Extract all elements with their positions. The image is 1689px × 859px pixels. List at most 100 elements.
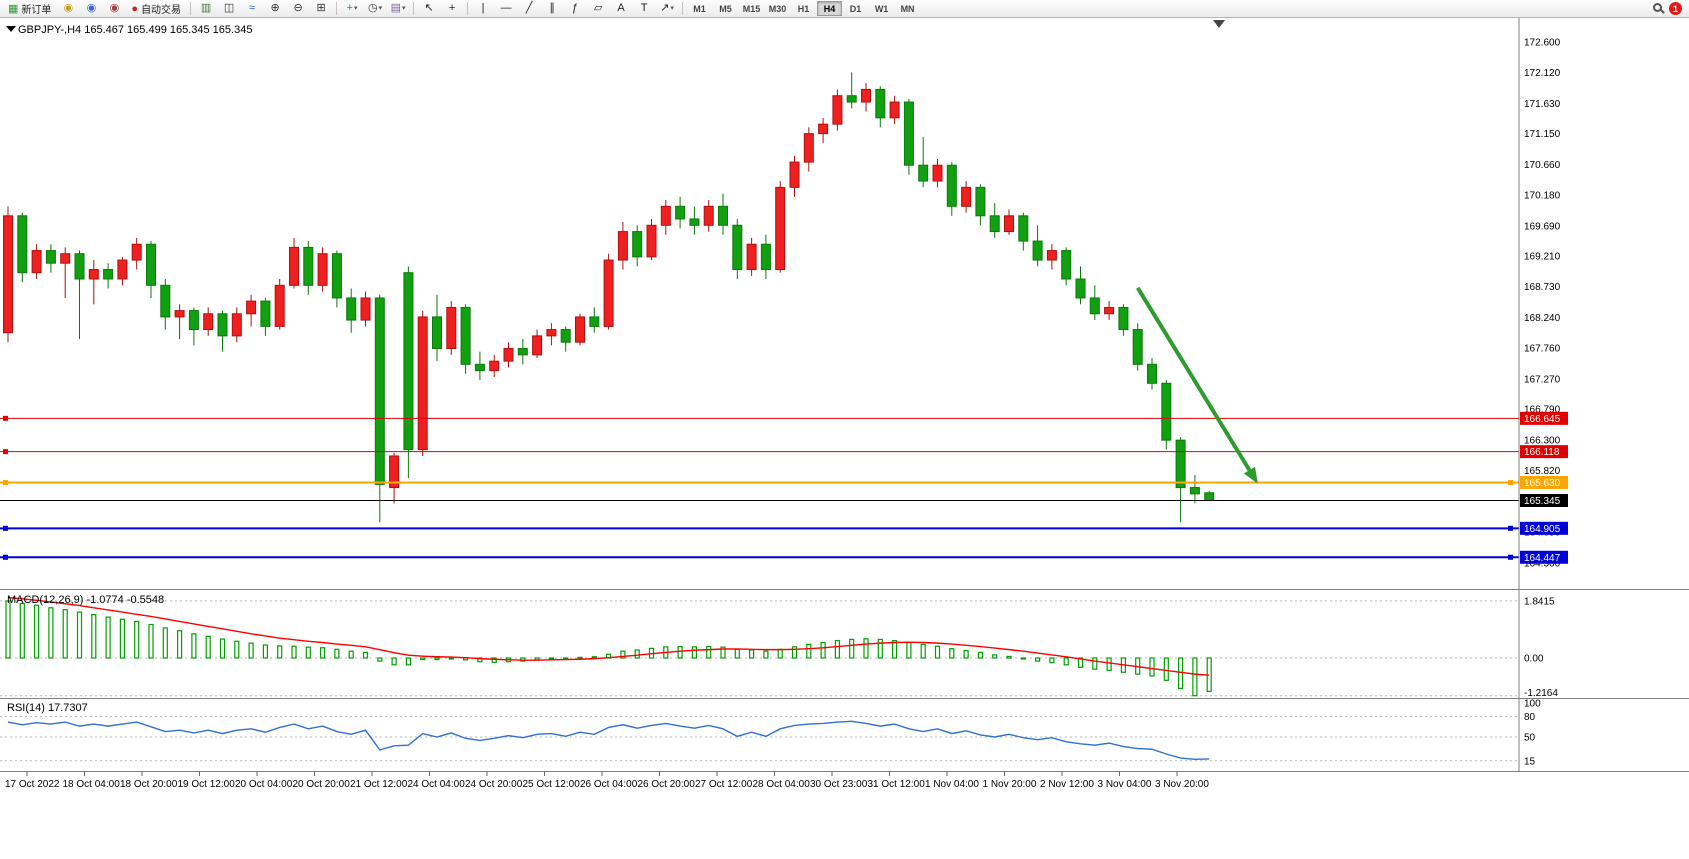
timeframe-m30[interactable]: M30 (768, 4, 787, 14)
macd-bar (191, 633, 197, 659)
timeframes-icon[interactable]: ◷ ▾ (364, 1, 386, 16)
zoom-out-icon[interactable]: ⊖ (287, 1, 309, 16)
hline-handle[interactable] (3, 525, 8, 531)
templates-icon[interactable]: ▤ ▾ (387, 1, 409, 16)
time-axis-label: 18 Oct 20:00 (120, 779, 178, 790)
candle (260, 300, 271, 327)
macd-bar (405, 657, 411, 666)
macd-bar (791, 646, 798, 659)
autotrading-icon: ● (131, 2, 139, 15)
timeframe-d1[interactable]: D1 (849, 4, 862, 14)
channel-icon[interactable]: ∥ (541, 1, 563, 16)
macd-bar (977, 651, 984, 659)
shapes-icon: ▱ (593, 2, 603, 14)
time-axis-label: 21 Oct 12:00 (350, 779, 408, 790)
tile-windows-icon: ⊞ (316, 2, 326, 14)
candle (1147, 363, 1157, 384)
notification-badge[interactable]: 1 (1669, 2, 1682, 15)
vertical-line-icon[interactable]: | (472, 1, 494, 16)
candle (274, 284, 285, 327)
candle (689, 218, 700, 226)
hline-handle[interactable] (3, 449, 8, 455)
indicators-icon[interactable]: + ▾ (341, 1, 363, 16)
price-badge-166.645 (1520, 411, 1568, 425)
fibonacci-icon[interactable]: ƒ (564, 1, 586, 16)
hline-handle[interactable] (3, 554, 8, 560)
hline-handle[interactable] (1508, 480, 1513, 486)
macd-bar (834, 640, 841, 659)
macd-bar (1149, 657, 1155, 677)
candle (989, 215, 1000, 233)
timeframe-m1[interactable]: M1 (693, 4, 706, 14)
time-axis-label: 17 Oct 2022 (5, 779, 60, 790)
new-order-button[interactable]: ▦ 新订单 (3, 1, 56, 16)
candle (289, 246, 299, 286)
hline-handle[interactable] (3, 415, 8, 421)
price-axis-label: 166.300 (1524, 436, 1561, 447)
macd-bar (391, 657, 397, 666)
signals-icon[interactable]: ◉ (103, 1, 125, 16)
candlestick-chart-icon[interactable]: ◫ (218, 1, 240, 16)
candle (961, 186, 972, 207)
main-toolbar: ▦ 新订单 ◉ ◉ ◉ ● 自动交易 ▥ ◫ ≈ ⊕ ⊖ ⊞ + ▾ ◷ ▾ ▤ ▾ ↖ + | — ╱ ∥ ƒ ▱ A T ↗ ▾ M1 M5… (0, 0, 1689, 18)
timeframe-h4[interactable]: H4 (817, 1, 843, 16)
candle (374, 297, 385, 485)
macd-bar (1092, 657, 1098, 670)
horizontal-line-icon[interactable]: — (495, 1, 517, 16)
timeframe-m5[interactable]: M5 (719, 4, 732, 14)
shapes-icon[interactable]: ▱ (587, 1, 609, 16)
tile-windows-icon[interactable]: ⊞ (310, 1, 332, 16)
search-icon[interactable] (1653, 3, 1662, 12)
timeframe-w1[interactable]: W1 (874, 4, 889, 14)
timeframe-m15[interactable]: M15 (742, 4, 761, 14)
trend-arrow[interactable] (1135, 286, 1252, 472)
macd-bar (863, 638, 869, 659)
macd-bar (334, 648, 340, 659)
crosshair-icon[interactable]: + (441, 1, 463, 16)
timeframe-h1[interactable]: H1 (797, 4, 810, 14)
candle (432, 316, 442, 350)
macd-bar (62, 609, 68, 659)
macd-bar (906, 641, 912, 659)
chart-shift-marker[interactable] (1213, 20, 1225, 28)
trend-arrow-head[interactable] (1243, 466, 1258, 484)
charts-community-icon: ◉ (63, 2, 74, 14)
macd-bar (320, 647, 326, 659)
zoom-out-icon: ⊖ (293, 2, 303, 14)
toolbar-separator (682, 2, 684, 15)
trendline-icon[interactable]: ╱ (518, 1, 540, 16)
toolbar-separator (336, 2, 338, 15)
candle (846, 95, 857, 103)
indicators-icon: + (346, 2, 354, 14)
candle (417, 316, 428, 451)
arrows-icon[interactable]: ↗ ▾ (656, 1, 678, 16)
autotrading-button[interactable]: ● 自动交易 (126, 1, 186, 17)
timeframe-mn[interactable]: MN (900, 4, 915, 14)
bar-chart-icon[interactable]: ▥ (195, 1, 217, 16)
price-axis-label: 167.760 (1524, 343, 1561, 354)
one-click-trading-toggle[interactable] (6, 26, 16, 32)
line-chart-icon[interactable]: ≈ (241, 1, 263, 16)
arrows-icon: ↗ (660, 2, 670, 14)
hline-handle[interactable] (1508, 554, 1513, 560)
time-axis[interactable]: 17 Oct 2022 18 Oct 04:00 18 Oct 20:00 19 Oc… (5, 772, 1209, 790)
charts-community-icon[interactable]: ◉ (57, 1, 79, 16)
macd-bar (305, 646, 311, 659)
cursor-icon[interactable]: ↖ (418, 1, 440, 16)
profile-icon[interactable]: ◉ (80, 1, 102, 16)
macd-bar (19, 602, 25, 659)
rsi-axis-label: 100 (1524, 699, 1541, 710)
macd-bar (277, 645, 283, 659)
candle (803, 133, 814, 163)
candle (746, 243, 757, 271)
hline-handle[interactable] (1508, 525, 1513, 531)
candle (1118, 306, 1129, 331)
macd-bar (1020, 657, 1026, 660)
hline-handle[interactable] (3, 480, 8, 486)
label-icon[interactable]: T (633, 1, 655, 16)
time-axis-label: 20 Oct 20:00 (293, 779, 351, 790)
zoom-in-icon[interactable]: ⊕ (264, 1, 286, 16)
text-icon[interactable]: A (610, 1, 632, 16)
